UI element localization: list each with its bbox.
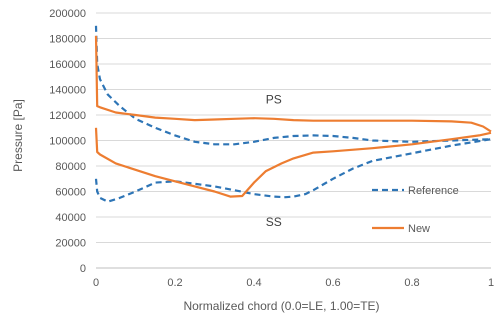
- y-tick-label: 100000: [49, 136, 86, 148]
- x-tick-label: 0.6: [325, 277, 340, 289]
- y-tick-label: 200000: [49, 8, 86, 20]
- y-tick-labels: 0 20000 40000 60000 80000 100000 120000 140000 1…: [49, 8, 86, 275]
- y-tick-label: 40000: [55, 212, 86, 224]
- annotation-ss: SS: [266, 215, 282, 229]
- series-reference-line-1: [94, 25, 492, 146]
- y-tick-label: 20000: [55, 238, 86, 250]
- y-axis-title: Pressure [Pa]: [11, 99, 25, 172]
- series-lines: [94, 25, 492, 203]
- x-tick-labels: 0 0.2 0.4 0.6 0.8 1: [93, 277, 494, 289]
- x-tick-label: 0.2: [167, 277, 182, 289]
- legend-label-new: New: [408, 223, 430, 235]
- legend: Reference New: [372, 185, 459, 235]
- x-axis-title: Normalized chord (0.0=LE, 1.00=TE): [183, 299, 379, 313]
- gridlines: [96, 12, 491, 243]
- annotation-ps: PS: [266, 93, 282, 107]
- y-tick-label: 60000: [55, 187, 86, 199]
- legend-label-reference: Reference: [408, 185, 459, 197]
- x-tick-label: 0: [93, 277, 99, 289]
- series-reference-line-2: [94, 138, 492, 203]
- series-new-line-1: [94, 35, 492, 133]
- y-tick-label: 0: [80, 263, 86, 275]
- y-tick-label: 180000: [49, 34, 86, 46]
- y-tick-label: 140000: [49, 85, 86, 97]
- x-tick-label: 0.8: [404, 277, 419, 289]
- series-new-line-2: [94, 127, 492, 198]
- x-tick-label: 1: [488, 277, 494, 289]
- y-tick-label: 160000: [49, 59, 86, 71]
- y-tick-label: 80000: [55, 161, 86, 173]
- y-tick-label: 120000: [49, 110, 86, 122]
- x-tick-label: 0.4: [246, 277, 261, 289]
